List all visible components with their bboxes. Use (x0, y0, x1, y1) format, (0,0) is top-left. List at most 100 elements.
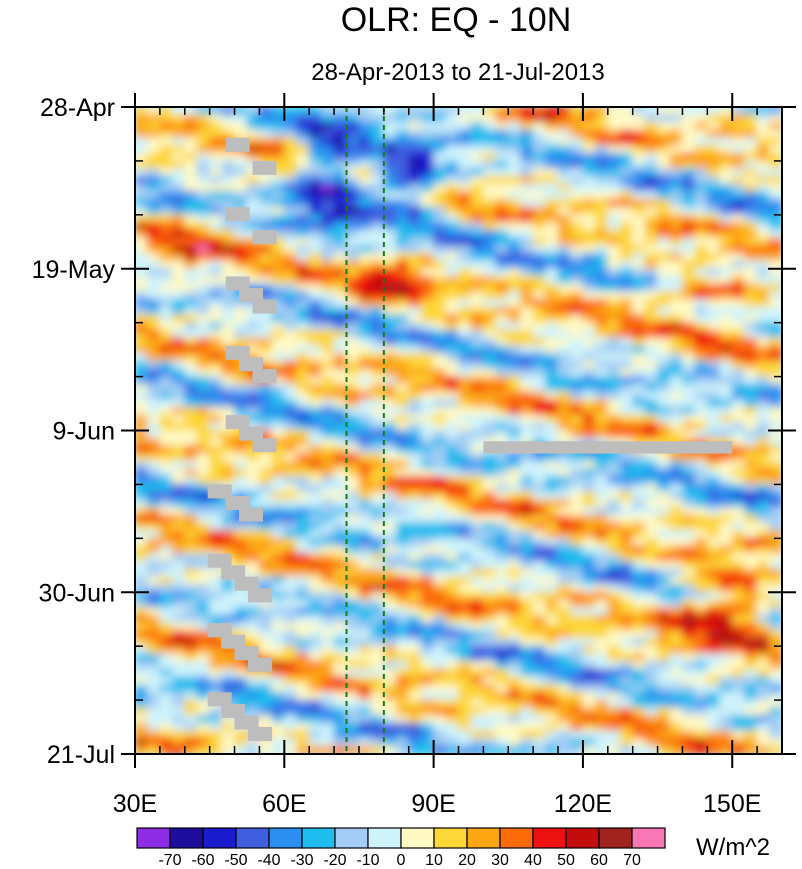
field-cell (283, 352, 298, 362)
field-cell (694, 661, 708, 670)
field-cell (520, 283, 534, 293)
field-cell (308, 383, 323, 393)
field-cell (196, 684, 211, 693)
field-cell (395, 437, 410, 447)
field-cell (308, 591, 323, 601)
field-cell (594, 376, 609, 385)
field-cell (420, 237, 435, 247)
field-cell (520, 453, 534, 462)
field-cell (582, 676, 596, 686)
field-cell (681, 175, 696, 185)
field-cell (433, 260, 447, 270)
field-cell (582, 691, 596, 701)
field-cell (135, 676, 148, 686)
field-cell (532, 376, 547, 385)
field-cell (731, 214, 746, 224)
field-cell (706, 129, 721, 139)
field-cell (221, 722, 236, 732)
field-cell (657, 637, 671, 647)
field-cell (271, 560, 285, 570)
field-cell (557, 368, 571, 378)
field-cell (458, 352, 472, 362)
field-cell (370, 222, 385, 231)
field-cell (209, 507, 223, 516)
field-cell (706, 322, 721, 331)
field-cell (234, 676, 248, 686)
field-cell (545, 714, 559, 724)
field-cell (706, 645, 721, 655)
field-cell (333, 668, 348, 678)
field-cell (458, 129, 472, 139)
field-cell (756, 653, 771, 663)
field-cell (694, 722, 708, 732)
field-cell (333, 422, 348, 431)
field-cell (346, 145, 360, 154)
field-cell (234, 476, 248, 485)
field-cell (657, 653, 671, 663)
field-cell (744, 107, 758, 116)
field-cell (370, 468, 385, 478)
field-cell (744, 668, 758, 678)
field-cell (719, 453, 733, 462)
field-cell (719, 530, 733, 539)
field-cell (470, 722, 484, 732)
field-cell (221, 252, 236, 262)
field-cell (209, 637, 223, 647)
field-cell (234, 107, 248, 116)
field-cell (408, 576, 422, 586)
field-cell (507, 352, 522, 362)
field-cell (321, 107, 335, 116)
field-cell (296, 522, 310, 532)
missing-data-block (252, 230, 277, 245)
field-cell (196, 491, 211, 501)
field-cell (433, 383, 447, 393)
field-cell (706, 260, 721, 270)
field-cell (744, 637, 758, 647)
field-cell (619, 107, 634, 116)
field-cell (420, 522, 435, 532)
field-cell (420, 168, 435, 177)
field-cell (221, 237, 236, 247)
field-cell (532, 691, 547, 701)
field-cell (171, 676, 186, 686)
colorbar-swatch (532, 827, 567, 849)
field-cell (719, 568, 733, 578)
field-cell (221, 607, 236, 616)
field-cell (769, 376, 782, 385)
field-cell (370, 160, 385, 170)
field-cell (495, 460, 509, 470)
field-cell (171, 514, 186, 524)
field-cell (433, 676, 447, 686)
field-cell (632, 653, 646, 663)
field-cell (159, 491, 173, 501)
field-cell (719, 676, 733, 686)
field-cell (470, 391, 484, 401)
field-cell (408, 691, 422, 701)
field-cell (146, 391, 161, 401)
field-cell (657, 383, 671, 393)
field-cell (420, 668, 435, 678)
field-cell (445, 245, 459, 254)
field-cell (532, 514, 547, 524)
field-cell (420, 714, 435, 724)
field-cell (756, 245, 771, 254)
field-cell (594, 214, 609, 224)
field-cell (532, 560, 547, 570)
field-cell (296, 137, 310, 147)
field-cell (569, 545, 584, 555)
field-cell (482, 507, 497, 516)
field-cell (296, 152, 310, 162)
field-cell (470, 368, 484, 378)
field-cell (333, 661, 348, 670)
field-cell (632, 738, 646, 747)
field-cell (171, 145, 186, 154)
field-cell (308, 191, 323, 200)
field-cell (557, 560, 571, 570)
field-cell (569, 121, 584, 131)
field-cell (333, 653, 348, 663)
field-cell (433, 376, 447, 385)
field-cell (246, 222, 260, 231)
field-cell (433, 430, 447, 439)
field-cell (520, 107, 534, 116)
field-cell (221, 537, 236, 547)
